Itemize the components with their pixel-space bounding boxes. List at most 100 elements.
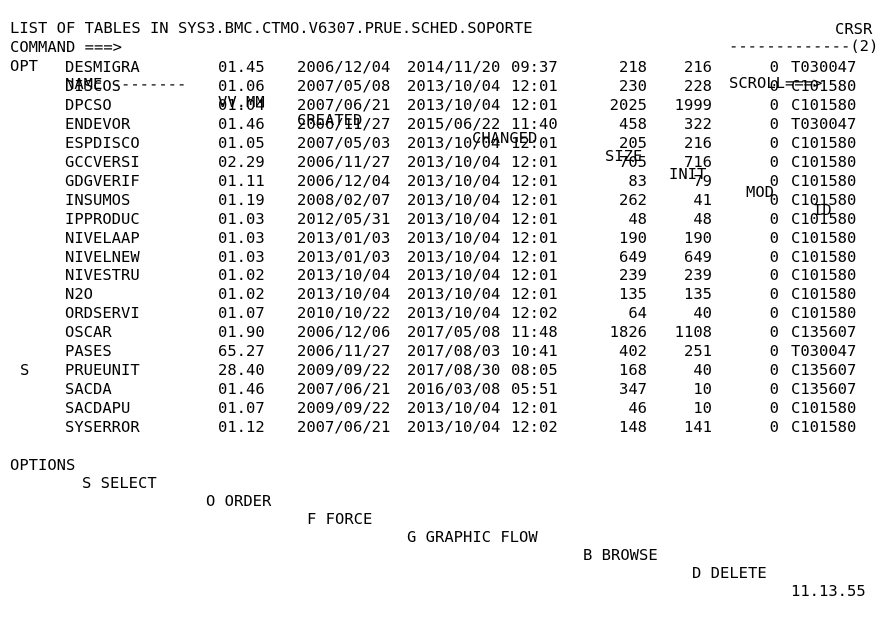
command-input[interactable] xyxy=(138,21,698,37)
row-mod: 0 xyxy=(769,76,779,95)
row-id: C135607 xyxy=(791,361,857,380)
row-vvmm: 01.11 xyxy=(218,171,265,190)
row-changed-time: 09:37 xyxy=(511,58,558,76)
row-created: 2010/10/22 xyxy=(297,304,391,323)
row-changed-time: 05:51 xyxy=(511,380,558,399)
row-init: 649 xyxy=(684,247,712,266)
table-row[interactable]: ENDEVOR 01.46 2006/11/27 2015/06/22 11:40 458… xyxy=(0,115,889,133)
row-created: 2007/06/21 xyxy=(297,95,391,114)
row-opt-input[interactable] xyxy=(20,229,50,246)
options-line: OPTIONS S SELECT O ORDER F FORCE G GRAPH… xyxy=(0,438,866,600)
table-row[interactable]: DPCSO 01.04 2007/06/21 2013/10/04 12:01 2025 1… xyxy=(0,96,889,114)
row-changed-date: 2013/10/04 xyxy=(407,171,501,190)
row-changed-time: 12:01 xyxy=(511,76,558,95)
row-opt-input[interactable] xyxy=(20,381,50,398)
row-opt-input[interactable] xyxy=(20,362,50,379)
table-row[interactable]: PASES 65.27 2006/11/27 2017/08/03 10:41 402 25… xyxy=(0,342,889,360)
row-init: 40 xyxy=(693,361,712,380)
row-id: C101580 xyxy=(791,76,857,95)
table-row[interactable]: IPPRODUC 01.03 2012/05/31 2013/10/04 12:01 48… xyxy=(0,210,889,228)
table-row[interactable]: SYSERROR 01.12 2007/06/21 2013/10/04 12:02 14… xyxy=(0,418,889,436)
row-opt-input[interactable] xyxy=(20,134,50,151)
table-row[interactable]: ESPDISCO 01.05 2007/05/03 2013/10/04 12:01 20… xyxy=(0,134,889,152)
command-label: COMMAND ===> xyxy=(10,38,122,56)
row-name: ENDEVOR xyxy=(65,114,131,133)
row-init: 141 xyxy=(684,418,712,437)
row-opt-input[interactable] xyxy=(20,191,50,208)
scroll-input[interactable] xyxy=(835,21,883,37)
col-changed: CHANGED xyxy=(472,129,538,147)
table-row[interactable]: GDGVERIF 01.11 2006/12/04 2013/10/04 12:01 83… xyxy=(0,172,889,190)
row-opt-input[interactable] xyxy=(20,115,50,132)
row-name: OSCAR xyxy=(65,323,112,342)
row-vvmm: 28.40 xyxy=(218,361,265,380)
row-name: SACDA xyxy=(65,380,112,399)
row-created: 2009/09/22 xyxy=(297,399,391,418)
row-size: 168 xyxy=(619,361,647,380)
row-changed-time: 11:40 xyxy=(511,114,558,133)
table-row[interactable]: SACDAPU 01.07 2009/09/22 2013/10/04 12:01 46 1… xyxy=(0,399,889,417)
row-vvmm: 01.07 xyxy=(218,399,265,418)
row-mod: 0 xyxy=(769,380,779,399)
row-opt-input[interactable] xyxy=(20,286,50,303)
row-opt-input[interactable] xyxy=(20,419,50,436)
row-opt-input[interactable] xyxy=(20,324,50,341)
row-opt-input[interactable] xyxy=(20,343,50,360)
row-name: PASES xyxy=(65,342,112,361)
options-label: OPTIONS xyxy=(10,456,76,474)
row-init: 1108 xyxy=(674,323,712,342)
row-changed-time: 12:01 xyxy=(511,152,558,171)
row-size: 1826 xyxy=(609,323,647,342)
row-size: 458 xyxy=(619,114,647,133)
col-name: NAME -------- xyxy=(65,75,187,93)
row-mod: 0 xyxy=(769,190,779,209)
terminal-screen: LIST OF TABLES IN SYS3.BMC.CTMO.V6307.PR… xyxy=(0,19,889,600)
row-opt-input[interactable] xyxy=(20,267,50,284)
table-row[interactable]: NIVELAAP 01.03 2013/01/03 2013/10/04 12:01 19… xyxy=(0,229,889,247)
table-row[interactable]: ORDSERVI 01.07 2010/10/22 2013/10/04 12:02 64… xyxy=(0,304,889,322)
table-row[interactable]: N2O 01.02 2013/10/04 2013/10/04 12:01 135 135 0… xyxy=(0,285,889,303)
option-browse: B BROWSE xyxy=(583,546,658,564)
row-name: PRUEUNIT xyxy=(65,361,140,380)
row-opt-input[interactable] xyxy=(20,59,50,75)
table-row[interactable]: PRUEUNIT 28.40 2009/09/22 2017/08/30 08:05 16… xyxy=(0,361,889,379)
row-changed-date: 2013/10/04 xyxy=(407,399,501,418)
table-row[interactable]: NIVESTRU 01.02 2013/10/04 2013/10/04 12:01 23… xyxy=(0,266,889,284)
row-opt-input[interactable] xyxy=(20,248,50,265)
table-row[interactable]: SACDA 01.46 2007/06/21 2016/03/08 05:51 347 10… xyxy=(0,380,889,398)
row-mod: 0 xyxy=(769,133,779,152)
table-row[interactable]: OSCAR 01.90 2006/12/06 2017/05/08 11:48 1826 1… xyxy=(0,323,889,341)
col-id: ID xyxy=(813,201,832,219)
row-mod: 0 xyxy=(769,285,779,304)
row-opt-input[interactable] xyxy=(20,210,50,227)
row-vvmm: 01.12 xyxy=(218,418,265,437)
row-name: GDGVERIF xyxy=(65,171,140,190)
row-vvmm: 65.27 xyxy=(218,342,265,361)
row-mod: 0 xyxy=(769,418,779,437)
row-opt-input[interactable] xyxy=(20,96,50,113)
table-row[interactable]: INSUMOS 01.19 2008/02/07 2013/10/04 12:01 262… xyxy=(0,191,889,209)
row-id: C101580 xyxy=(791,285,857,304)
row-created: 2006/11/27 xyxy=(297,152,391,171)
row-opt-input[interactable] xyxy=(20,172,50,189)
row-opt-input[interactable] xyxy=(20,305,50,322)
table-row[interactable]: DESMIGRA 01.45 2006/12/04 2014/11/20 09:37 21… xyxy=(0,58,889,76)
row-id: C101580 xyxy=(791,247,857,266)
row-vvmm: 01.03 xyxy=(218,209,265,228)
table-row[interactable]: GCCVERSI 02.29 2006/11/27 2013/10/04 12:01 70… xyxy=(0,153,889,171)
row-size: 347 xyxy=(619,380,647,399)
row-opt-input[interactable] xyxy=(20,400,50,417)
row-changed-date: 2013/10/04 xyxy=(407,152,501,171)
row-opt-input[interactable] xyxy=(20,153,50,170)
row-changed-time: 12:01 xyxy=(511,399,558,418)
row-init: 40 xyxy=(693,304,712,323)
row-changed-time: 12:02 xyxy=(511,418,558,437)
table-row[interactable]: NIVELNEW 01.03 2013/01/03 2013/10/04 12:01 64… xyxy=(0,248,889,266)
row-opt-input[interactable] xyxy=(20,77,50,94)
row-mod: 0 xyxy=(769,399,779,418)
row-id: C101580 xyxy=(791,304,857,323)
table-row[interactable]: DISCOS 01.06 2007/05/08 2013/10/04 12:01 230 2… xyxy=(0,77,889,95)
row-vvmm: 01.46 xyxy=(218,380,265,399)
row-size: 135 xyxy=(619,285,647,304)
row-name: NIVESTRU xyxy=(65,266,140,285)
